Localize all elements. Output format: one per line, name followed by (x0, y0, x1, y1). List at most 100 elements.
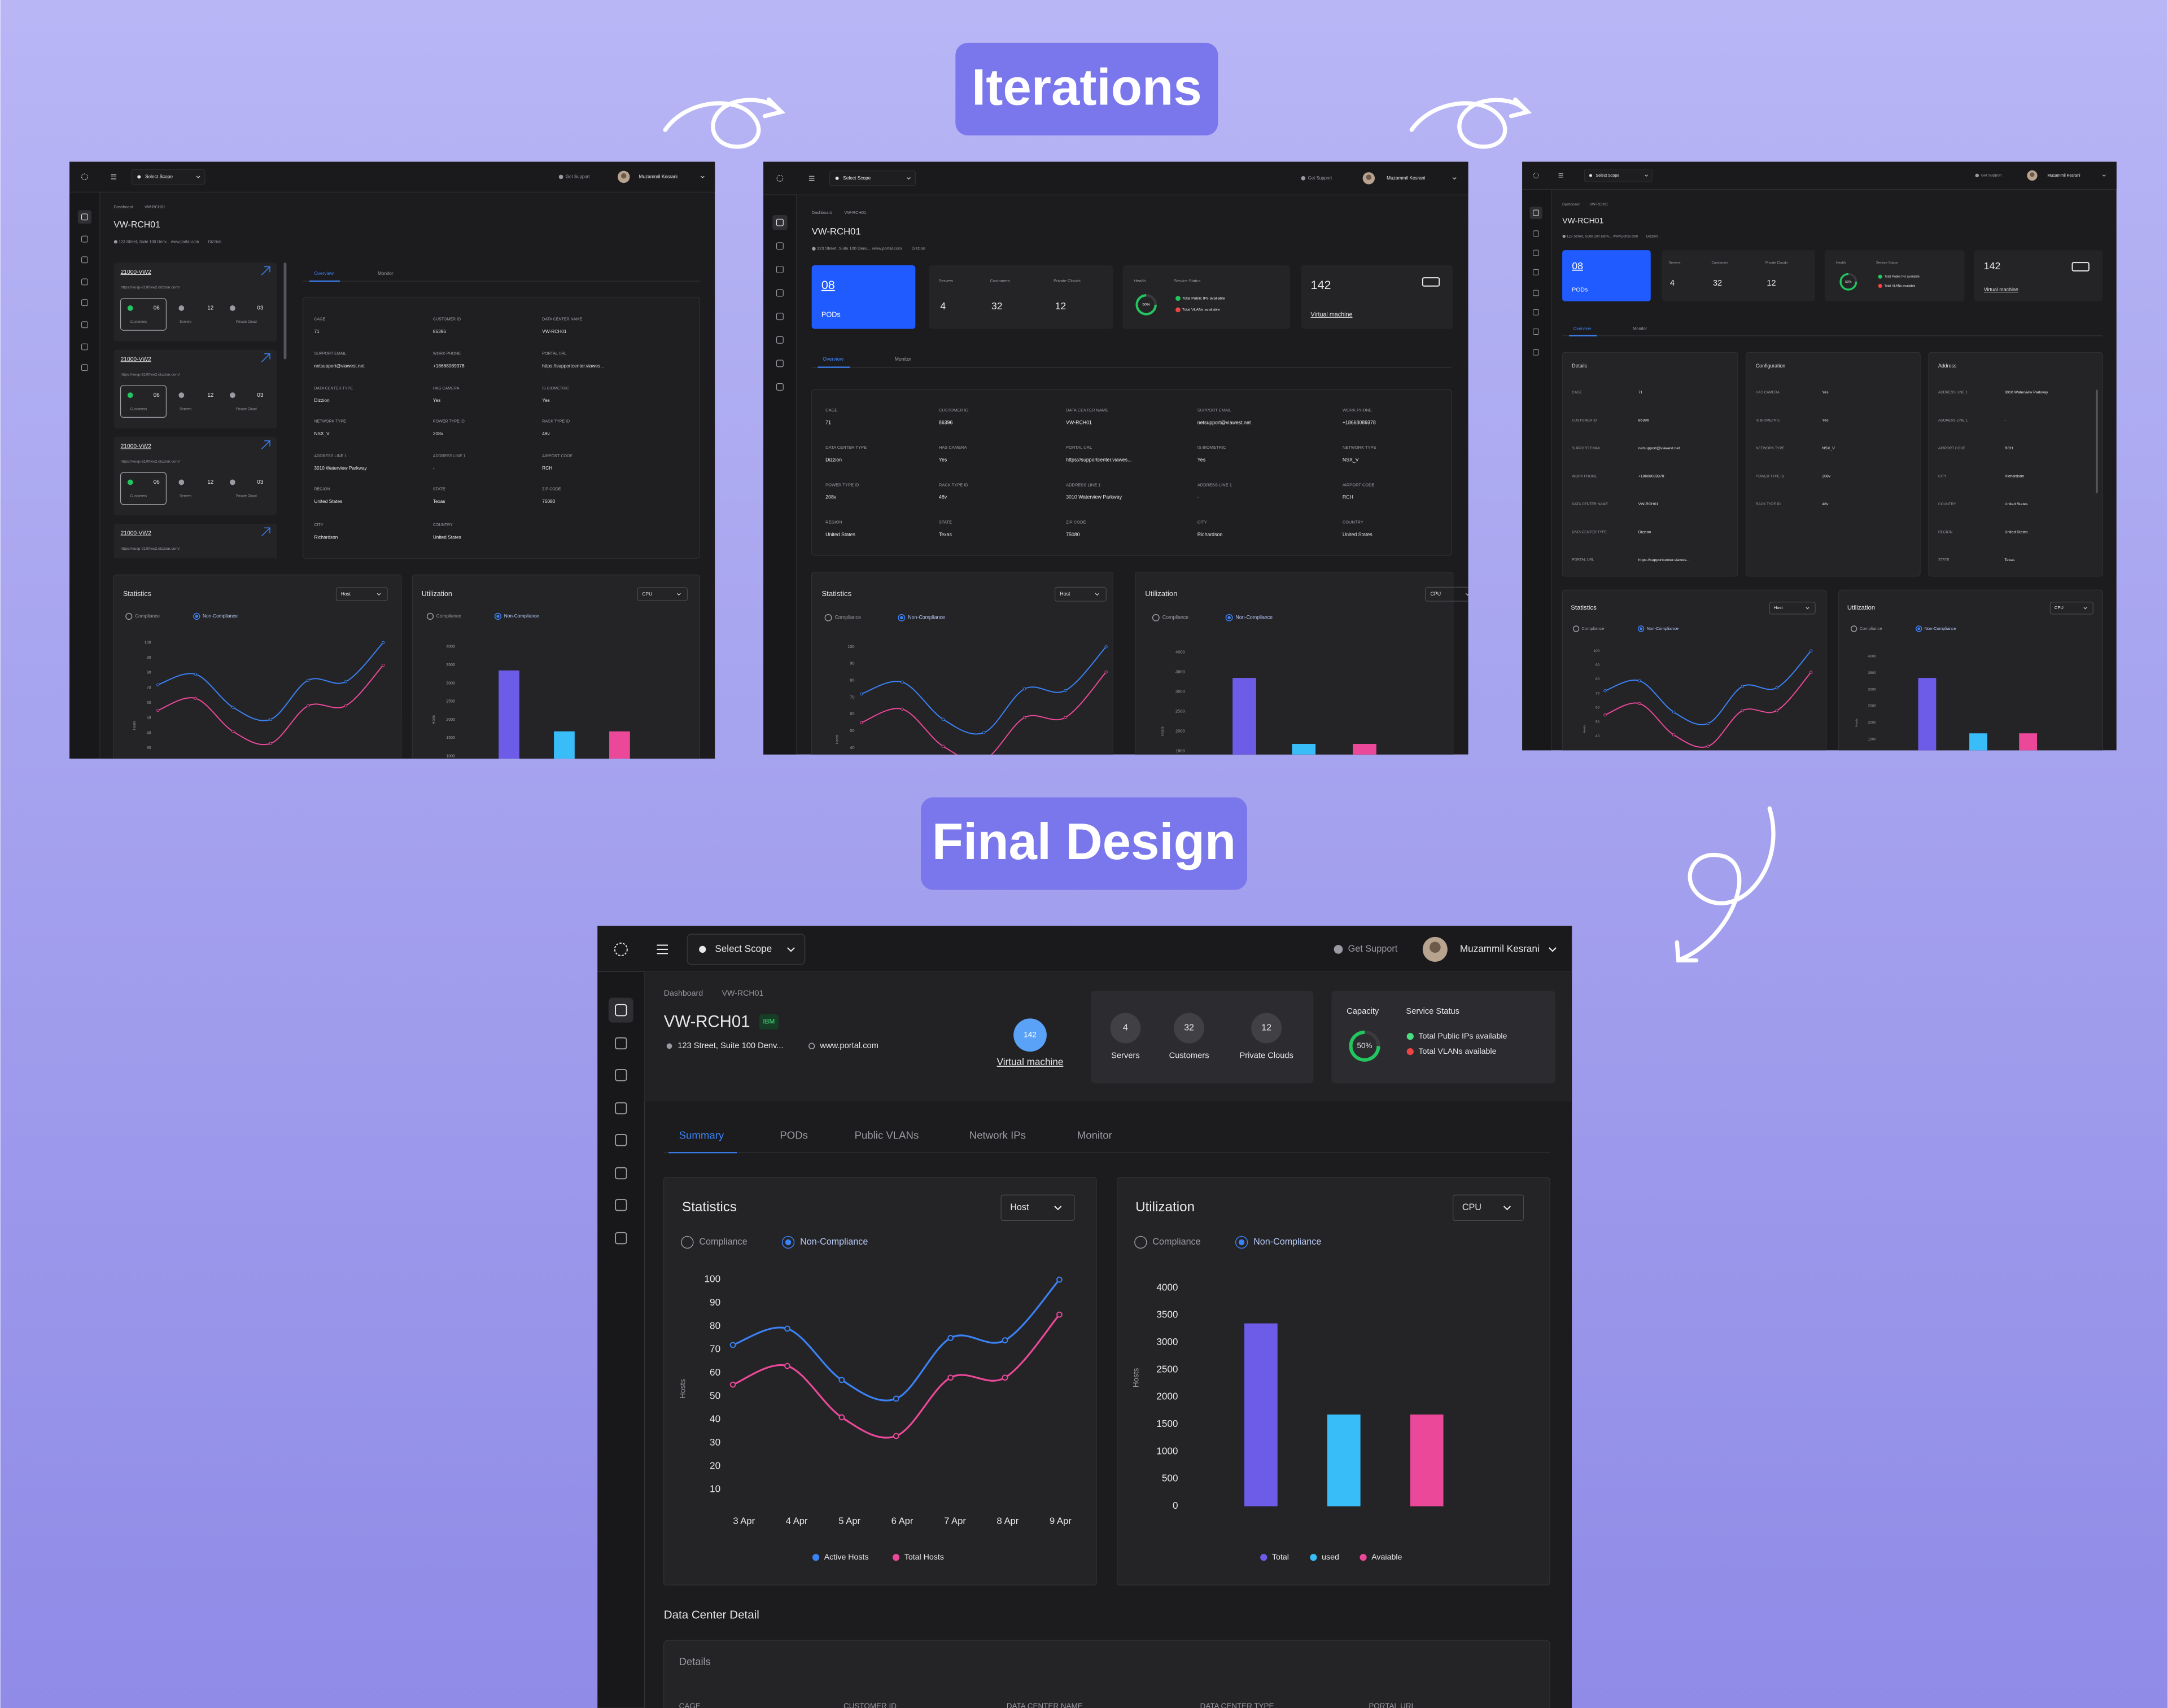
nav-icon[interactable] (615, 1199, 627, 1211)
nav-icon[interactable] (1533, 269, 1539, 275)
nav-icon[interactable] (615, 1068, 627, 1081)
list-card[interactable] (113, 523, 277, 603)
tab[interactable]: Overview (1573, 326, 1592, 331)
nav-icon[interactable] (81, 213, 88, 221)
chevron (700, 176, 705, 178)
nav-icon[interactable] (1533, 329, 1539, 335)
nav-icon[interactable] (776, 360, 784, 367)
nav-icon[interactable] (81, 299, 88, 306)
chart-dropdown[interactable] (1453, 1194, 1524, 1221)
support-link[interactable]: Get Support (1308, 176, 1332, 181)
field-value: +18668089378 (1343, 419, 1376, 425)
tab[interactable]: Overview (314, 270, 334, 276)
chart-dropdown[interactable] (637, 587, 688, 602)
chart-dropdown[interactable] (1000, 1194, 1075, 1221)
chart-dropdown[interactable] (2049, 601, 2093, 615)
chart-dropdown[interactable] (1425, 586, 1477, 602)
field-value: 208v (1822, 474, 1830, 478)
eye-icon (835, 176, 839, 180)
vm-label[interactable]: Virtual machine (1311, 312, 1353, 318)
nav-icon[interactable] (776, 265, 784, 273)
field-value: VW-RCH01 (1066, 419, 1092, 425)
chart-dropdown[interactable] (1769, 601, 1816, 615)
support-link[interactable]: Get Support (1981, 174, 2001, 178)
radio[interactable] (781, 1236, 795, 1249)
radio[interactable] (193, 612, 200, 620)
tab[interactable]: PODs (780, 1129, 808, 1141)
radio[interactable] (681, 1236, 694, 1249)
tab[interactable]: Network IPs (969, 1129, 1026, 1141)
nav-icon[interactable] (615, 1102, 627, 1115)
nav-icon[interactable] (81, 321, 88, 329)
nav-icon[interactable] (81, 364, 88, 371)
radio[interactable] (824, 614, 832, 621)
radio[interactable] (125, 612, 133, 620)
scope-select[interactable] (687, 934, 806, 965)
chart-dropdown[interactable] (335, 587, 388, 602)
line-point (1002, 1337, 1008, 1343)
legend-label: Avaiable (1371, 1553, 1402, 1562)
field-label: COUNTRY (433, 523, 453, 527)
y-tick-label: 100 (847, 644, 855, 649)
nav-icon[interactable] (81, 256, 88, 264)
list-card[interactable] (113, 262, 277, 341)
support-link[interactable]: Get Support (1348, 944, 1398, 954)
scope-select[interactable] (131, 169, 206, 185)
vm-label[interactable]: Virtual machine (1984, 287, 2018, 292)
list-card[interactable] (113, 349, 277, 428)
vm-icon (1422, 277, 1440, 287)
support-link[interactable]: Get Support (566, 174, 590, 179)
nav-icon[interactable] (81, 278, 88, 286)
radio[interactable] (1916, 625, 1922, 632)
status-item: Total Public IPs available (1885, 275, 1920, 279)
nav-icon[interactable] (81, 235, 88, 243)
nav-icon[interactable] (776, 218, 784, 226)
tab[interactable]: Overview (823, 356, 843, 362)
nav-icon[interactable] (1533, 209, 1539, 216)
field-label: CAGE (314, 317, 325, 321)
nav-icon[interactable] (615, 1004, 627, 1017)
tab[interactable]: Monitor (1077, 1129, 1112, 1141)
nav-icon[interactable] (1533, 349, 1539, 356)
nav-icon[interactable] (776, 383, 784, 391)
nav-icon[interactable] (615, 1037, 627, 1050)
nav-icon[interactable] (615, 1134, 627, 1146)
nav-icon[interactable] (776, 289, 784, 297)
nav-icon[interactable] (1533, 290, 1539, 296)
radio[interactable] (426, 612, 434, 620)
radio[interactable] (494, 612, 502, 620)
scope-label: Select Scope (715, 943, 772, 954)
nav-icon[interactable] (776, 336, 784, 344)
y-tick-label: 50 (1596, 720, 1600, 724)
chart-dropdown[interactable] (1054, 586, 1107, 602)
nav-icon[interactable] (615, 1167, 627, 1180)
tab[interactable]: Monitor (895, 356, 911, 362)
field-label: IS BIOMETRIC (542, 387, 569, 391)
nav-icon[interactable] (776, 242, 784, 250)
radio[interactable] (1152, 614, 1160, 621)
nav-icon[interactable] (1533, 309, 1539, 316)
radio[interactable] (1225, 614, 1233, 621)
nav-icon[interactable] (1533, 230, 1539, 237)
nav-icon[interactable] (81, 343, 88, 351)
tab[interactable]: Monitor (1633, 326, 1647, 331)
radio[interactable] (1134, 1236, 1147, 1249)
nav-icon[interactable] (1533, 249, 1539, 256)
vm-label[interactable]: Virtual machine (997, 1056, 1064, 1067)
radio[interactable] (1572, 625, 1580, 632)
scope-select[interactable] (1584, 169, 1653, 182)
list-card[interactable] (113, 436, 277, 516)
nav-icon[interactable] (615, 1232, 627, 1245)
radio[interactable] (898, 614, 906, 621)
pods-card[interactable] (811, 265, 916, 329)
scope-select[interactable] (829, 170, 916, 186)
pods-card[interactable] (1562, 250, 1651, 301)
tab[interactable]: Monitor (378, 270, 394, 276)
radio[interactable] (1235, 1236, 1248, 1249)
radio[interactable] (1637, 625, 1645, 632)
pods-count: 08 (1572, 260, 1583, 271)
tab[interactable]: Public VLANs (855, 1129, 919, 1141)
radio[interactable] (1850, 625, 1857, 632)
nav-icon[interactable] (776, 313, 784, 321)
tab[interactable]: Summary (679, 1129, 724, 1141)
